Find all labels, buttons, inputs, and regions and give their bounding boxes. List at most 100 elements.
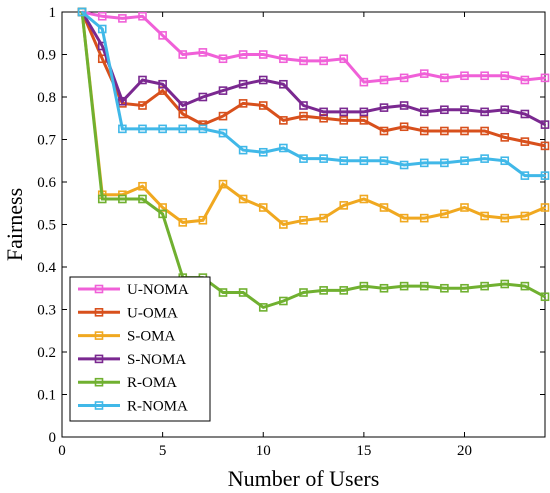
data-point-u-noma: [299, 56, 308, 66]
data-point-center-u-noma: [262, 53, 265, 56]
data-point-u-noma: [319, 56, 328, 66]
legend-label-r-oma: R-OMA: [127, 375, 177, 391]
data-point-s-noma: [359, 107, 369, 117]
data-point-s-noma: [238, 79, 248, 89]
data-point-u-noma: [440, 73, 449, 83]
data-point-r-noma: [118, 124, 127, 134]
data-point-s-noma: [540, 120, 550, 129]
legend-marker-r-noma: [94, 401, 104, 410]
axes-layer: 0 5 10 15 20 0 0.1 0.2 0.3 0.4 0.5 0.6 0.7 0.8 0.9 1 Num…: [2, 5, 546, 491]
data-point-r-noma: [238, 145, 248, 155]
data-point-center-r-noma: [201, 127, 204, 130]
data-point-center-u-oma: [362, 119, 365, 122]
data-point-center-u-oma: [181, 113, 184, 115]
data-point-r-oma: [480, 281, 489, 291]
data-point-center-u-oma: [342, 119, 345, 122]
data-point-center-u-noma: [423, 72, 426, 75]
y-tick-label: 0.9: [37, 48, 56, 64]
data-point-s-oma: [540, 203, 550, 212]
data-point-center-r-noma: [503, 159, 506, 162]
data-point-center-s-oma: [322, 217, 325, 220]
data-point-r-noma: [540, 171, 550, 180]
data-point-s-oma: [480, 211, 489, 221]
data-point-center-s-oma: [544, 206, 546, 209]
data-point-center-u-noma: [222, 57, 224, 60]
data-point-r-oma: [419, 281, 429, 291]
legend-entry-s-oma: S-OMA: [78, 329, 176, 345]
data-point-center-u-noma: [483, 74, 486, 77]
data-point-center-u-oma: [403, 125, 406, 128]
data-point-r-oma: [138, 194, 147, 204]
data-point-center-s-oma: [523, 215, 526, 217]
data-point-s-noma: [258, 75, 268, 85]
y-tick-label: 0.8: [37, 90, 56, 106]
data-point-center-r-noma: [121, 127, 124, 130]
data-point-r-oma: [118, 194, 127, 204]
data-point-s-noma: [218, 86, 228, 95]
data-point-center-s-noma: [523, 113, 526, 115]
data-point-center-s-oma: [362, 198, 365, 200]
data-point-u-oma: [178, 109, 188, 119]
data-point-center-r-noma: [463, 159, 466, 162]
data-point-center-u-noma: [302, 59, 305, 62]
data-point-s-oma: [500, 213, 510, 223]
series-line-u-oma: [80, 11, 546, 148]
data-point-r-noma: [319, 154, 328, 163]
legend-label-s-noma: S-NOMA: [127, 352, 186, 368]
y-axis-label: Fairness: [2, 188, 27, 261]
y-tick-label: 0.5: [37, 218, 56, 234]
data-point-center-s-oma: [141, 185, 144, 188]
data-point-center-s-noma: [463, 108, 466, 111]
y-tick-label: 0.2: [37, 345, 56, 361]
data-point-center-u-noma: [544, 76, 546, 79]
data-point-u-oma: [520, 137, 530, 146]
data-point-r-oma: [299, 288, 308, 297]
data-point-u-noma: [258, 50, 268, 59]
legend-label-u-noma: U-NOMA: [127, 282, 189, 298]
data-point-r-noma: [138, 124, 147, 134]
data-point-center-s-oma: [463, 206, 466, 209]
data-point-s-noma: [500, 105, 510, 115]
data-point-center-s-oma: [222, 183, 224, 186]
data-point-center-s-noma: [443, 108, 446, 111]
data-point-center-u-noma: [181, 53, 184, 56]
data-point-r-noma: [258, 147, 268, 157]
data-point-center-u-noma: [242, 53, 245, 56]
data-point-center-s-oma: [282, 223, 285, 226]
data-point-r-noma: [500, 156, 510, 166]
data-point-center-s-noma: [322, 110, 325, 113]
data-point-r-noma: [299, 154, 308, 163]
data-point-u-noma: [460, 71, 469, 81]
data-point-u-oma: [419, 126, 429, 136]
data-point-s-oma: [359, 194, 369, 204]
legend-marker-s-noma: [94, 354, 104, 364]
data-point-center-u-oma: [544, 144, 546, 147]
data-point-center-u-oma: [443, 130, 446, 132]
data-point-center-s-oma: [483, 215, 486, 217]
data-point-center-r-noma: [322, 157, 325, 160]
data-point-r-oma: [540, 292, 550, 302]
data-point-center-u-oma: [282, 119, 285, 122]
data-point-u-noma: [379, 75, 389, 85]
data-point-center-s-noma: [242, 83, 245, 86]
x-axis-label: Number of Users: [228, 466, 380, 491]
data-point-u-oma: [279, 116, 288, 125]
data-point-center-u-oma: [423, 130, 426, 132]
data-point-center-r-noma: [383, 159, 385, 162]
data-point-r-oma: [258, 303, 268, 312]
data-point-u-oma: [379, 126, 389, 136]
data-point-r-noma: [198, 124, 208, 134]
data-point-s-noma: [480, 107, 489, 117]
data-point-u-oma: [258, 101, 268, 110]
data-point-center-s-noma: [201, 96, 204, 98]
data-point-center-r-noma: [242, 149, 245, 152]
data-point-center-u-noma: [362, 81, 365, 84]
data-point-s-oma: [299, 215, 308, 225]
legend-marker-u-noma: [94, 284, 104, 294]
series-line-u-noma: [81, 10, 546, 84]
data-point-center-r-oma: [322, 289, 325, 292]
data-point-r-oma: [399, 281, 409, 291]
data-point-center-s-noma: [262, 79, 265, 81]
data-point-s-noma: [178, 101, 188, 110]
